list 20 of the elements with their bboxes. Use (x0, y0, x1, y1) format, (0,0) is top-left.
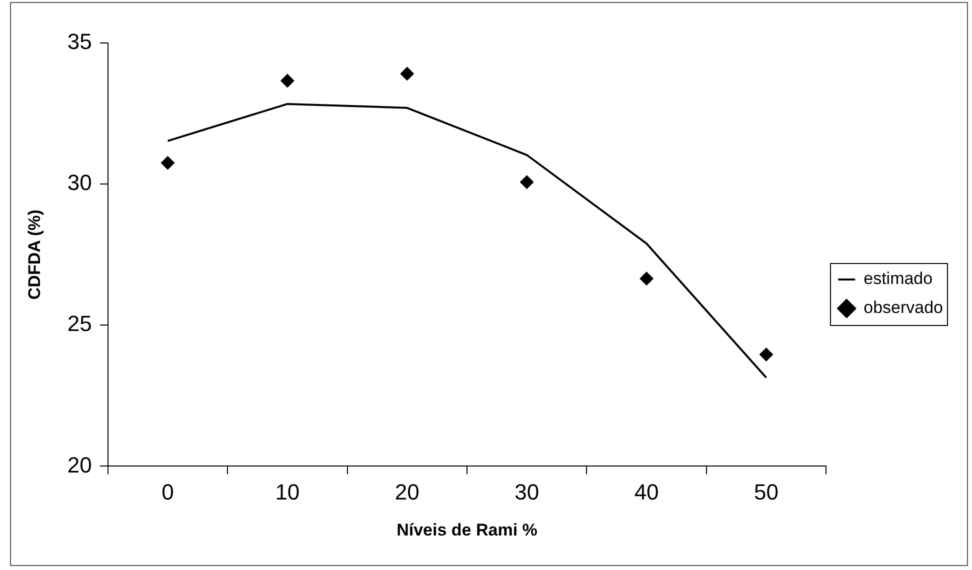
point (520, 175, 534, 190)
x-tick-label: 0 (162, 479, 174, 504)
x-tick-label: 50 (754, 479, 778, 504)
x-tick-label: 20 (394, 479, 420, 504)
legend-label: observado (864, 298, 943, 318)
x-tick-label: 30 (514, 479, 540, 504)
y-tick-label: 20 (67, 452, 92, 478)
y-tick-label: 30 (67, 170, 92, 196)
x-tick-label: 10 (275, 479, 300, 504)
legend-label: estimado (864, 269, 933, 288)
x-tick-label: 40 (634, 479, 659, 504)
y-tick-label: 35 (67, 29, 92, 54)
x-axis-title: Níveis de Rami % (396, 520, 538, 540)
y-tick-label: 25 (67, 311, 92, 336)
point (160, 156, 175, 170)
point (759, 347, 774, 362)
point (400, 66, 414, 81)
point (640, 272, 654, 286)
y-axis-title: CDFDA (%) (24, 210, 44, 300)
point (280, 74, 294, 88)
